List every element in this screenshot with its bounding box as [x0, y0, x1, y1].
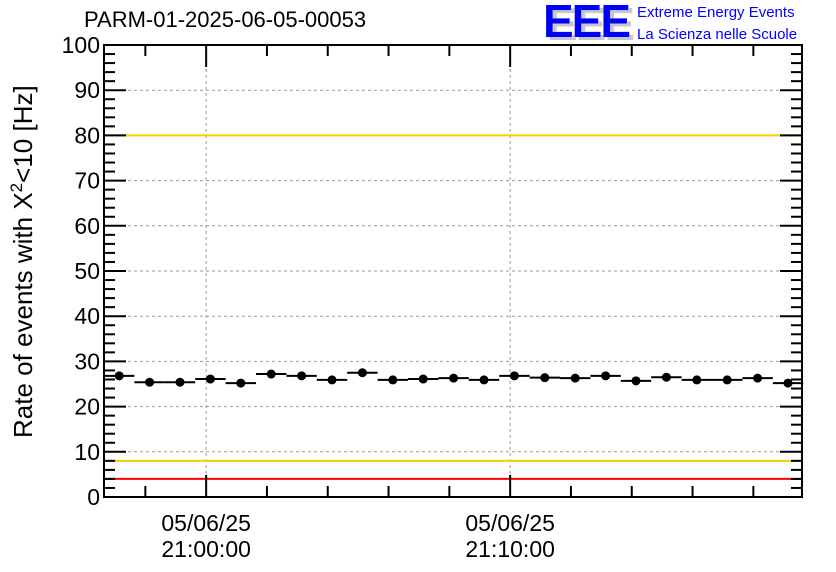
data-point — [175, 377, 185, 387]
data-point — [266, 369, 276, 379]
data-point — [509, 371, 519, 381]
y-tick-label: 90 — [74, 77, 100, 103]
y-tick-label: 0 — [87, 484, 100, 510]
plot-frame — [103, 44, 803, 498]
logo-text: EEE — [543, 0, 629, 47]
data-points — [104, 368, 804, 388]
data-point — [631, 376, 641, 386]
data-point — [601, 371, 611, 381]
reference-lines — [104, 44, 802, 480]
data-point — [114, 371, 124, 381]
x-tick-time: 21:10:00 — [465, 536, 555, 562]
data-point — [722, 375, 732, 385]
y-tick-label: 40 — [74, 303, 100, 329]
data-point — [449, 373, 459, 383]
y-tick-label: 20 — [74, 394, 100, 420]
y-tick-label: 30 — [74, 348, 100, 374]
data-point — [388, 375, 398, 385]
y-tick-label: 100 — [62, 32, 100, 58]
y-axis-label: Rate of events with X2<10 [Hz] — [7, 85, 38, 438]
x-tick-date: 05/06/25 — [465, 510, 555, 536]
y-tick-label: 60 — [74, 213, 100, 239]
eee-logo: EEE Extreme Energy Events La Scienza nel… — [543, 0, 797, 47]
data-point — [661, 372, 671, 382]
data-point — [357, 368, 367, 378]
y-tick-label: 70 — [74, 168, 100, 194]
x-tick-date: 05/06/25 — [161, 510, 251, 536]
chart-title: PARM-01-2025-06-05-00053 — [84, 7, 366, 32]
data-point — [297, 371, 307, 381]
grid — [104, 45, 802, 497]
data-point — [753, 373, 763, 383]
data-point — [145, 377, 155, 387]
data-point — [570, 373, 580, 383]
data-point — [418, 374, 428, 384]
data-point — [479, 375, 489, 385]
y-tick-label: 80 — [74, 122, 100, 148]
data-point — [236, 378, 246, 388]
y-tick-label: 50 — [74, 258, 100, 284]
data-point — [692, 375, 702, 385]
data-point — [540, 373, 550, 383]
data-point — [327, 375, 337, 385]
data-point — [205, 374, 215, 384]
logo-line1: Extreme Energy Events — [637, 4, 795, 21]
y-axis-label-sup: 2 — [7, 183, 26, 192]
y-axis-label-suffix: <10 [Hz] — [8, 85, 38, 183]
x-tick-time: 21:00:00 — [161, 536, 251, 562]
logo-line2: La Scienza nelle Scuole — [637, 26, 797, 43]
data-point — [783, 378, 793, 388]
axes: 010203040506070809010005/06/2521:00:0005… — [62, 32, 803, 562]
y-axis-label-main: Rate of events with X — [8, 192, 38, 438]
y-tick-label: 10 — [74, 439, 100, 465]
